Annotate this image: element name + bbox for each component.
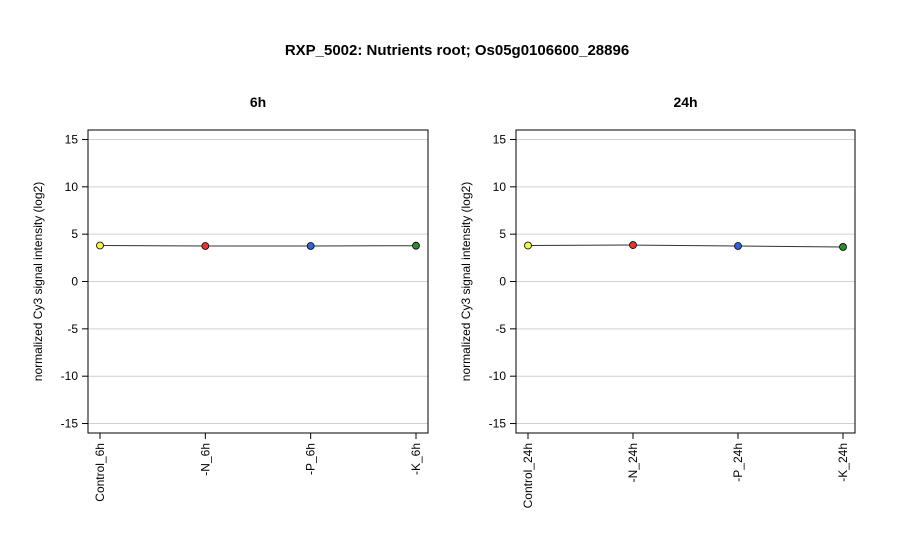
y-tick-label: 10 (65, 180, 79, 194)
x-tick-label: -K_24h (836, 443, 850, 482)
y-tick-label: 15 (493, 132, 507, 146)
y-tick-label: 15 (65, 132, 79, 146)
main-title: RXP_5002: Nutrients root; Os05g0106600_2… (285, 42, 629, 59)
data-point (96, 241, 104, 250)
y-tick-label: -15 (61, 417, 79, 431)
y-tick-label: 5 (499, 227, 506, 241)
x-tick-label: -N_6h (198, 443, 212, 476)
y-tick-label: -10 (489, 369, 507, 383)
y-tick-label: -15 (489, 417, 507, 431)
x-tick-label: -K_6h (409, 443, 423, 475)
y-tick-label: -5 (67, 322, 78, 336)
plot-frame (515, 129, 856, 434)
panel-title: 24h (673, 94, 697, 110)
y-tick-label: 10 (493, 180, 507, 194)
data-point (201, 242, 210, 250)
data-point (412, 241, 420, 250)
y-tick-label: 0 (499, 275, 506, 289)
y-tick-label: -5 (495, 322, 506, 336)
data-point (629, 241, 637, 249)
plot-frame (87, 129, 429, 434)
data-point (524, 241, 532, 250)
panel-title: 6h (250, 94, 266, 110)
x-tick-label: -P_6h (304, 443, 318, 475)
panel-24h: 24h -15 -10 -5 0 5 10 15 normalized Cy3 signal i… (459, 94, 856, 508)
series-line (527, 244, 844, 248)
y-axis-label: normalized Cy3 signal intensity (log2) (31, 182, 45, 381)
data-point (839, 243, 847, 251)
y-axis-label: normalized Cy3 signal intensity (log2) (459, 182, 473, 381)
x-tick-label: -N_24h (626, 443, 640, 482)
x-tick-label: Control_24h (521, 443, 535, 508)
y-tick-label: -10 (61, 369, 79, 383)
x-tick-label: -P_24h (731, 443, 745, 482)
data-point (734, 242, 742, 250)
data-point (306, 242, 315, 250)
x-tick-label: Control_6h (93, 443, 107, 502)
y-tick-label: 5 (71, 227, 78, 241)
panel-6h: 6h -15 -10 -5 0 5 10 15 normalized Cy3 signal in… (31, 94, 429, 502)
y-tick-label: 0 (71, 275, 78, 289)
